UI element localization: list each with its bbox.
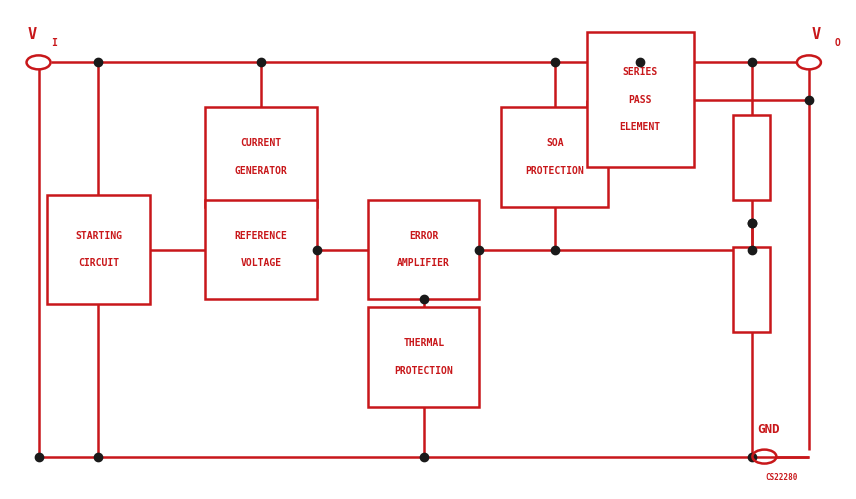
Bar [733, 247, 770, 332]
Text: PROTECTION: PROTECTION [395, 365, 453, 376]
Text: STARTING: STARTING [75, 231, 122, 241]
Bar [502, 107, 608, 207]
Text: I: I [51, 38, 56, 48]
Text: CS22280: CS22280 [765, 473, 798, 482]
Bar [368, 200, 479, 299]
Text: GND: GND [758, 423, 780, 436]
Text: V: V [811, 27, 820, 42]
Text: CURRENT: CURRENT [241, 138, 282, 149]
Text: PASS: PASS [628, 95, 652, 105]
Text: VOLTAGE: VOLTAGE [241, 258, 282, 268]
Text: PROTECTION: PROTECTION [526, 166, 584, 176]
Bar [587, 32, 693, 167]
Text: SOA: SOA [546, 138, 563, 149]
Bar [205, 107, 317, 207]
Text: AMPLIFIER: AMPLIFIER [397, 258, 450, 268]
Text: CIRCUIT: CIRCUIT [78, 258, 119, 268]
Text: REFERENCE: REFERENCE [235, 231, 288, 241]
Text: GENERATOR: GENERATOR [235, 166, 288, 176]
Bar [205, 200, 317, 299]
Text: V: V [27, 27, 36, 42]
Bar [47, 195, 150, 304]
Bar [733, 115, 770, 200]
Text: THERMAL: THERMAL [403, 338, 444, 348]
Text: ERROR: ERROR [409, 231, 438, 241]
Text: ELEMENT: ELEMENT [620, 122, 661, 132]
Text: O: O [835, 38, 841, 48]
Text: SERIES: SERIES [622, 67, 658, 77]
Bar [368, 307, 479, 407]
